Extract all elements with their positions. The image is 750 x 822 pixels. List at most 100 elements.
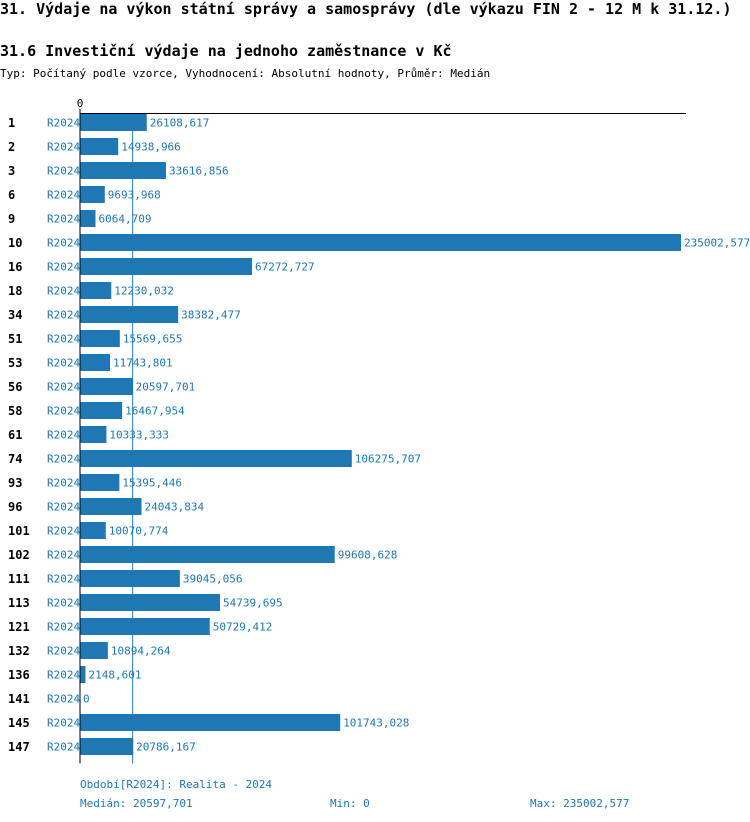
value-label: 38382,477 [181,309,241,322]
bar [80,210,96,227]
value-label: 14938,966 [121,141,181,154]
value-label: 6064,709 [99,213,152,226]
category-label: 96 [8,500,22,514]
value-label: 24043,834 [144,501,204,514]
category-label: 74 [8,452,22,466]
period-label: R2024 [47,669,80,682]
period-label: R2024 [47,717,80,730]
bar [80,402,123,419]
bar [80,450,352,467]
bar [80,426,107,443]
value-label: 10333,333 [109,429,169,442]
value-label: 101743,028 [343,717,409,730]
category-label: 34 [8,308,22,322]
period-label: R2024 [47,525,80,538]
value-label: 106275,707 [355,453,421,466]
value-label: 26108,617 [150,117,210,130]
category-label: 101 [8,524,30,538]
bar [80,282,112,299]
value-label: 20597,701 [136,381,196,394]
bar [80,162,166,179]
period-label: R2024 [47,429,80,442]
period-label: R2024 [47,741,80,754]
period-label: R2024 [47,549,80,562]
bar [80,234,681,251]
period-label: R2024 [47,645,80,658]
period-label: R2024 [47,381,80,394]
value-label: 15395,446 [122,477,182,490]
value-label: 20786,167 [136,741,196,754]
category-label: 61 [8,428,22,442]
bar [80,354,111,371]
period-label: R2024 [47,693,80,706]
category-label: 132 [8,644,30,658]
period-label: R2024 [47,573,80,586]
footer-period-note: Období[R2024]: Realita - 2024 [80,778,273,791]
footer-max: Max: 235002,577 [530,797,630,810]
period-label: R2024 [47,405,80,418]
page-title: 31. Výdaje na výkon státní správy a samo… [0,0,732,18]
category-label: 53 [8,356,22,370]
bar [80,186,105,203]
category-label: 93 [8,476,22,490]
value-label: 50729,412 [213,621,273,634]
category-label: 3 [8,164,15,178]
category-label: 10 [8,236,22,250]
value-label: 39045,056 [183,573,243,586]
bar [80,378,133,395]
period-label: R2024 [47,621,80,634]
category-label: 2 [8,140,15,154]
bar [80,522,106,539]
bar [80,570,180,587]
category-label: 113 [8,596,30,610]
category-label: 58 [8,404,22,418]
bar [80,114,147,131]
category-label: 56 [8,380,22,394]
bar [80,594,220,611]
bar [80,138,119,155]
period-label: R2024 [47,501,80,514]
value-label: 2148,601 [88,669,141,682]
value-label: 12230,032 [114,285,174,298]
category-label: 9 [8,212,15,226]
value-label: 99608,628 [338,549,398,562]
period-label: R2024 [47,117,80,130]
chart-title: 31.6 Investiční výdaje na jednoho zaměst… [0,42,452,60]
value-label: 0 [83,693,90,706]
footer-median: Medián: 20597,701 [80,797,193,810]
bar [80,714,341,731]
period-label: R2024 [47,333,80,346]
period-label: R2024 [47,309,80,322]
value-label: 235002,577 [684,237,750,250]
bar [80,618,210,635]
value-label: 67272,727 [255,261,315,274]
bar [80,666,86,683]
value-label: 10070,774 [109,525,169,538]
bar [80,738,134,755]
value-label: 54739,695 [223,597,283,610]
category-label: 136 [8,668,30,682]
bar [80,306,179,323]
category-label: 51 [8,332,22,346]
bar [80,642,108,659]
category-label: 141 [8,692,30,706]
period-label: R2024 [47,141,80,154]
value-label: 11743,801 [113,357,173,370]
footer-min: Min: 0 [330,797,370,810]
category-label: 6 [8,188,15,202]
category-label: 1 [8,116,15,130]
category-label: 102 [8,548,30,562]
bar [80,498,142,515]
category-label: 121 [8,620,30,634]
bar [80,474,120,491]
bar [80,258,253,275]
period-label: R2024 [47,189,80,202]
period-label: R2024 [47,237,80,250]
category-label: 111 [8,572,30,586]
category-label: 16 [8,260,22,274]
period-label: R2024 [47,261,80,274]
bar [80,546,335,563]
period-label: R2024 [47,165,80,178]
category-label: 145 [8,716,30,730]
